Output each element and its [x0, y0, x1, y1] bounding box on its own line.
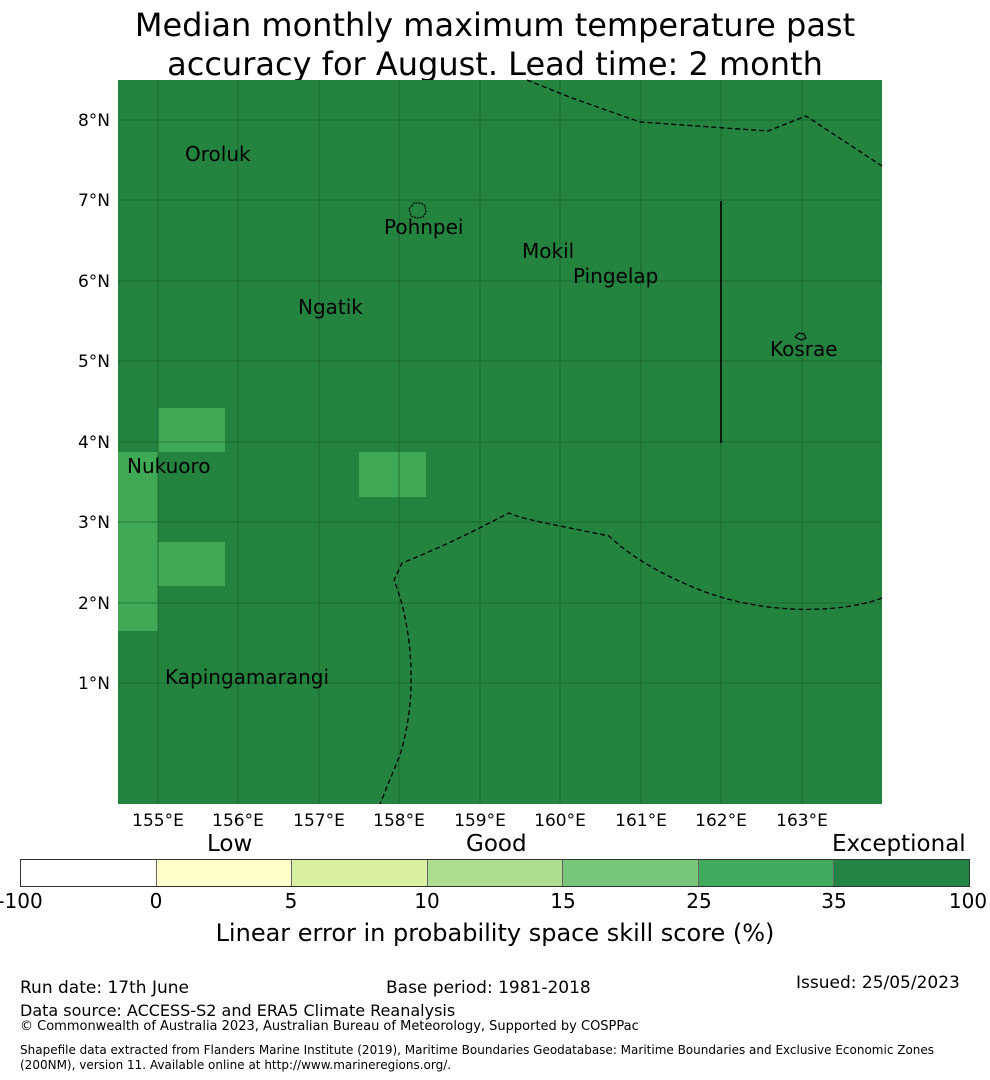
- lon-label: 162°E: [695, 811, 747, 830]
- colorbar-tick: 0: [149, 889, 163, 913]
- place-label: Mokil: [522, 239, 574, 263]
- lat-label: 4°N: [78, 433, 110, 453]
- colorbar-tick: -100: [0, 889, 43, 913]
- colorbar-segment: [156, 860, 293, 886]
- place-label: Kosrae: [770, 337, 838, 361]
- lon-label: 160°E: [534, 811, 586, 830]
- place-label: Oroluk: [185, 142, 251, 166]
- lat-label: 3°N: [78, 513, 110, 533]
- eez-boundary-south: [379, 512, 883, 805]
- data-source: Data source: ACCESS-S2 and ERA5 Climate …: [20, 1001, 456, 1020]
- shapefile-credit-line-2: (200NM), version 11. Available online at…: [20, 1058, 452, 1072]
- colorbar-label: Linear error in probability space skill …: [215, 919, 775, 947]
- place-label: Kapingamarangi: [165, 665, 329, 689]
- place-label: Ngatik: [298, 295, 363, 319]
- skill-map: Oroluk Pohnpei Mokil Pingelap Ngatik Kos…: [78, 79, 883, 830]
- title-line-1: Median monthly maximum temperature past: [134, 6, 856, 44]
- kosrae-island-outline: [793, 332, 807, 341]
- title-line-2: accuracy for August. Lead time: 2 month: [167, 45, 823, 83]
- colorbar-segment: [563, 860, 699, 886]
- place-labels: Oroluk Pohnpei Mokil Pingelap Ngatik Kos…: [127, 142, 838, 689]
- colorbar-tick: 25: [686, 889, 712, 913]
- run-date: Run date: 17th June: [20, 978, 189, 998]
- latitude-labels: 8°N 7°N 6°N 5°N 4°N 3°N 2°N 1°N: [78, 111, 110, 694]
- pohnpei-island-outline: [408, 202, 427, 219]
- eez-boundaries: [379, 79, 883, 805]
- lon-label: 158°E: [373, 811, 425, 830]
- colorbar-tick: 15: [550, 889, 576, 913]
- colorbar-segment: [698, 860, 835, 886]
- colorbar-tick: 35: [821, 889, 847, 913]
- colorbar-tick: 10: [414, 889, 440, 913]
- legend-category-good: Good: [466, 831, 527, 857]
- lon-label: 159°E: [454, 811, 506, 830]
- lon-label: 163°E: [776, 811, 828, 830]
- map-title: Median monthly maximum temperature past …: [0, 6, 990, 84]
- skill-cell: [118, 452, 158, 631]
- colorbar-segment: [292, 860, 428, 886]
- colorbar-segment: [834, 860, 970, 886]
- lat-label: 8°N: [78, 111, 110, 131]
- place-label: Pohnpei: [384, 215, 464, 239]
- lat-label: 2°N: [78, 594, 110, 614]
- issued-date: Issued: 25/05/2023: [796, 973, 960, 993]
- colorbar-tick: 5: [284, 889, 298, 913]
- place-label: Pingelap: [573, 264, 658, 288]
- shapefile-credit-line-1: Shapefile data extracted from Flanders M…: [20, 1043, 935, 1057]
- lon-label: 156°E: [212, 811, 264, 830]
- copyright: © Commonwealth of Australia 2023, Austra…: [20, 1019, 639, 1034]
- lat-label: 1°N: [78, 674, 110, 694]
- skill-cells: [118, 408, 426, 631]
- islands: [408, 202, 807, 341]
- lat-label: 6°N: [78, 272, 110, 292]
- longitude-labels: 155°E 156°E 157°E 158°E 159°E 160°E 161°…: [132, 811, 828, 830]
- colorbar-tick: 100: [948, 889, 988, 913]
- eez-boundary-north: [526, 79, 883, 167]
- legend-category-low: Low: [207, 831, 253, 857]
- place-label: Nukuoro: [127, 454, 211, 478]
- lon-label: 155°E: [132, 811, 184, 830]
- lat-label: 5°N: [78, 352, 110, 372]
- lat-label: 7°N: [78, 191, 110, 211]
- legend-category-exceptional: Exceptional: [832, 831, 966, 857]
- skill-cell: [359, 452, 426, 497]
- lon-label: 157°E: [293, 811, 345, 830]
- skill-cell: [158, 542, 225, 586]
- skill-cell: [158, 408, 225, 452]
- colorbar: [20, 859, 970, 887]
- colorbar-segment: [427, 860, 564, 886]
- base-period: Base period: 1981-2018: [386, 978, 591, 998]
- lon-label: 161°E: [615, 811, 667, 830]
- colorbar-segment: [21, 860, 157, 886]
- graticule: [118, 80, 882, 804]
